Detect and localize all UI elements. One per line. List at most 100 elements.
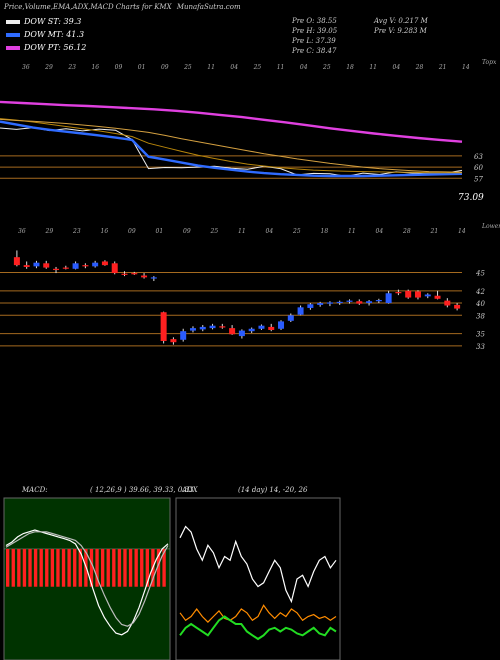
macd-hist-bar bbox=[134, 548, 138, 587]
macd-title: MACD: bbox=[21, 486, 48, 494]
candle-y-tick: 33 bbox=[476, 343, 485, 351]
macd-hist-bar bbox=[128, 548, 133, 587]
candle-body bbox=[23, 265, 30, 267]
ema-corner-label: Topx bbox=[482, 59, 497, 66]
candle-body bbox=[268, 326, 275, 330]
candle-body bbox=[180, 331, 187, 340]
candle-x-tick: 01 bbox=[156, 228, 164, 235]
prev-volume: Pre V: 9.283 M bbox=[374, 27, 427, 35]
ema-x-tick: 25 bbox=[322, 64, 331, 71]
header-title-text: Price,Volume,EMA,ADX,MACD Charts for KMX bbox=[4, 3, 172, 11]
candle-body bbox=[287, 315, 294, 321]
adx-panel-bg bbox=[175, 497, 341, 660]
candle-body bbox=[160, 312, 167, 341]
candle-body bbox=[43, 263, 50, 268]
legend-mt-swatch bbox=[6, 32, 20, 37]
candle-y-tick: 40 bbox=[475, 300, 485, 308]
candle-body bbox=[150, 277, 157, 279]
legend-pt-swatch bbox=[6, 45, 20, 50]
macd-hist-bar bbox=[140, 548, 144, 587]
candle-body bbox=[53, 268, 60, 271]
candle-body bbox=[121, 273, 128, 275]
legend-pt-label: DOW PT: 56.12 bbox=[24, 43, 87, 52]
macd-hist-bar bbox=[123, 548, 127, 587]
candle-x-tick: 04 bbox=[376, 228, 384, 235]
macd-hist-bar bbox=[67, 548, 71, 587]
macd-hist-bar bbox=[11, 548, 15, 587]
ema-x-tick: 09 bbox=[161, 64, 169, 71]
candle-body bbox=[336, 301, 343, 304]
candle-x-tick: 21 bbox=[430, 228, 439, 235]
macd-hist-bar bbox=[162, 548, 166, 587]
candle-body bbox=[219, 326, 226, 328]
adx-line-adx bbox=[179, 525, 337, 604]
candle-corner-label: Lower bbox=[481, 223, 500, 230]
ema-x-tick: 25 bbox=[253, 64, 262, 71]
ema-series-dow-pt bbox=[0, 100, 463, 143]
macd-hist-bar bbox=[17, 548, 21, 587]
ema-x-tick: 36 bbox=[22, 64, 30, 71]
macd-hist-bar bbox=[61, 548, 66, 587]
ema-series-ma2 bbox=[0, 118, 463, 173]
avg-volume: Avg V: 0.217 M bbox=[374, 17, 428, 25]
ema-last-value: 73.09 bbox=[458, 193, 484, 203]
candle-y-tick: 45 bbox=[475, 269, 485, 277]
ema-x-tick: 21 bbox=[438, 64, 447, 71]
candle-x-tick: 09 bbox=[128, 228, 136, 235]
candle-x-tick: 36 bbox=[18, 228, 26, 235]
candle-body bbox=[101, 261, 108, 266]
candle-y-tick: 42 bbox=[475, 288, 485, 296]
candle-body bbox=[141, 275, 148, 278]
candle-body bbox=[385, 293, 392, 304]
macd-hist-bar bbox=[156, 548, 161, 587]
candle-body bbox=[82, 265, 89, 267]
candle-body bbox=[317, 303, 324, 305]
ema-x-tick: 04 bbox=[300, 64, 308, 71]
macd-hist-bar bbox=[106, 548, 110, 587]
candle-x-tick: 16 bbox=[101, 228, 109, 235]
macd-hist-bar bbox=[89, 548, 94, 587]
prev-high: Pre H: 39.05 bbox=[292, 27, 338, 35]
ema-x-tick: 18 bbox=[346, 64, 354, 71]
macd-hist-bar bbox=[39, 548, 43, 587]
macd-hist-bar bbox=[6, 548, 10, 587]
ema-x-tick: 11 bbox=[369, 64, 377, 71]
candle-body bbox=[375, 300, 382, 302]
ema-series-dow-st bbox=[0, 127, 463, 177]
candle-body bbox=[92, 262, 99, 267]
candle-x-tick: 18 bbox=[321, 228, 329, 235]
candle-body bbox=[405, 290, 412, 298]
candle-y-tick: 38 bbox=[476, 312, 485, 320]
ema-x-tick: 01 bbox=[138, 64, 146, 71]
ema-y-tick: 57 bbox=[474, 175, 483, 183]
candle-body bbox=[356, 301, 363, 304]
ema-x-tick: 29 bbox=[44, 64, 53, 71]
macd-hist-bar bbox=[22, 548, 27, 587]
candle-body bbox=[366, 301, 373, 304]
candle-body bbox=[424, 294, 431, 297]
candle-x-tick: 25 bbox=[210, 228, 219, 235]
adx-title: ADX bbox=[181, 486, 199, 494]
legend-st-swatch bbox=[6, 19, 20, 24]
macd-hist-bar bbox=[78, 548, 82, 587]
adx-line-di bbox=[179, 604, 337, 623]
macd-hist-bar bbox=[112, 548, 116, 587]
candle-x-tick: 14 bbox=[458, 228, 466, 235]
candle-body bbox=[238, 330, 245, 337]
candle-body bbox=[170, 339, 177, 343]
macd-hist-bar bbox=[56, 548, 60, 587]
legend-st-label: DOW ST: 39.3 bbox=[24, 17, 82, 26]
candle-x-tick: 29 bbox=[45, 228, 54, 235]
candle-x-tick: 28 bbox=[402, 228, 411, 235]
ema-x-tick: 28 bbox=[415, 64, 424, 71]
header-site: MunafaSutra.com bbox=[176, 3, 241, 11]
candle-body bbox=[307, 304, 314, 308]
candle-body bbox=[395, 292, 402, 294]
candle-x-tick: 25 bbox=[292, 228, 301, 235]
candle-body bbox=[229, 328, 236, 335]
candle-body bbox=[258, 325, 265, 329]
candle-x-tick: 11 bbox=[348, 228, 356, 235]
candle-y-tick: 35 bbox=[476, 331, 485, 339]
